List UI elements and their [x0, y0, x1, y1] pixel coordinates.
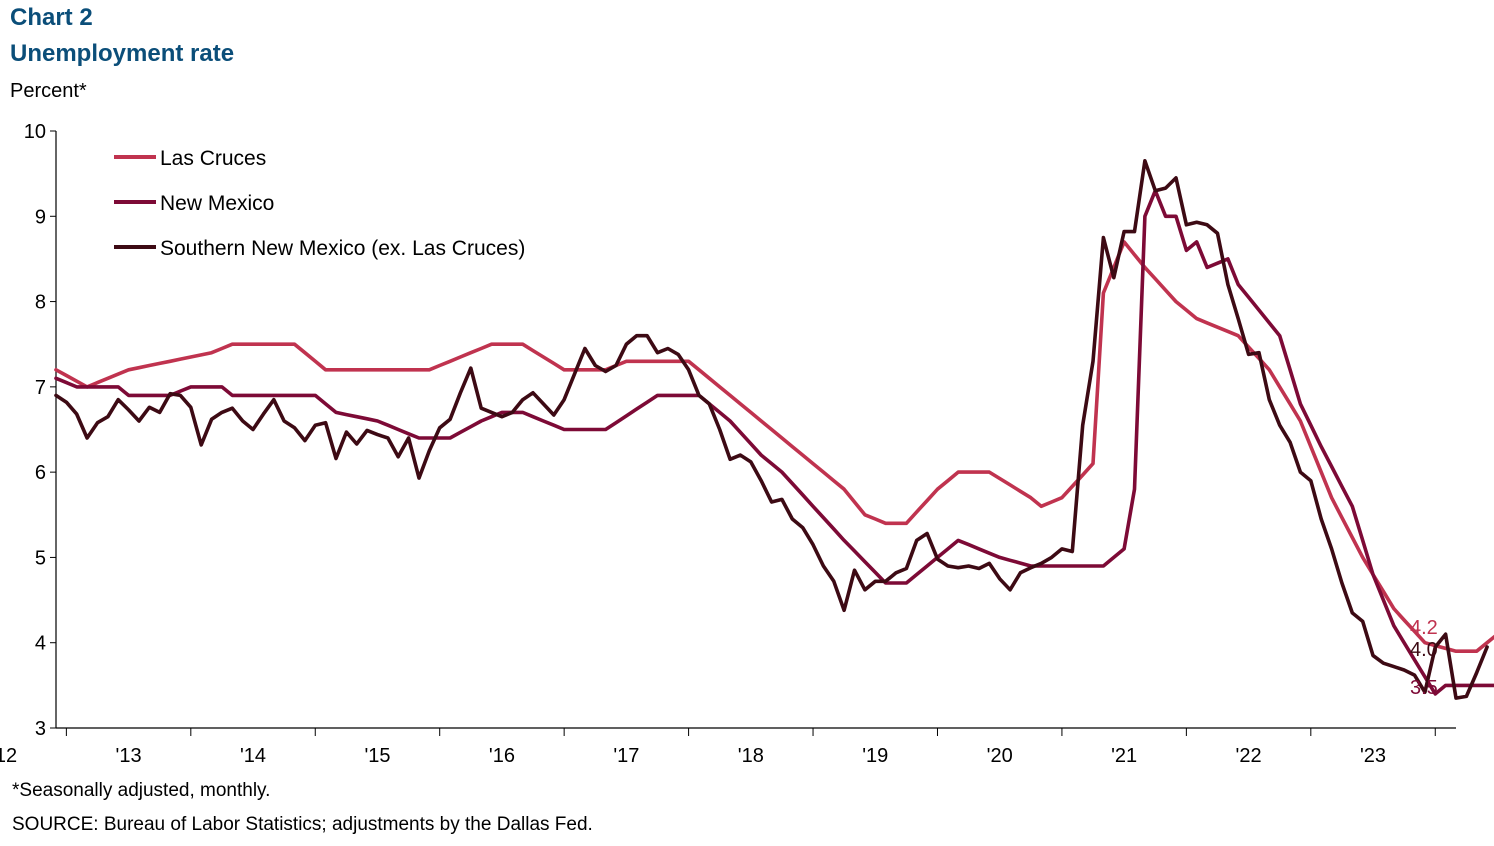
y-axis-label: Percent*	[10, 80, 87, 102]
end-labels: 4.24.0 3.5	[1410, 617, 1438, 699]
x-tick-label: '15	[364, 745, 390, 767]
x-tick-label: '12	[0, 745, 17, 767]
y-tick-label: 8	[35, 292, 46, 314]
x-tick-label: '18	[738, 745, 764, 767]
axes: 3 4 5 6 7 8 9 10 '12 '13 '14 '15 '16 '17 '18 '19 '20 '21 '…	[0, 121, 1456, 767]
y-tick-label: 10	[24, 121, 46, 143]
x-tick-label: '21	[1111, 745, 1137, 767]
x-tick-label: '23	[1360, 745, 1386, 767]
chart-title: Unemployment rate	[10, 40, 235, 67]
series-line-2	[54, 188, 1494, 696]
y-tick-label: 4	[35, 633, 46, 655]
legend-label: New Mexico	[160, 192, 274, 215]
source-note: SOURCE: Bureau of Labor Statistics; adju…	[12, 814, 593, 835]
x-tick-label: '17	[613, 745, 639, 767]
series-lines	[54, 159, 1494, 700]
end-label: 3.5	[1410, 677, 1438, 699]
x-tick-label: '13	[116, 745, 142, 767]
y-tick-label: 5	[35, 547, 46, 569]
legend-label: Southern New Mexico (ex. Las Cruces)	[160, 237, 525, 260]
y-tick-label: 6	[35, 462, 46, 484]
x-tick-label: '16	[489, 745, 515, 767]
y-tick-label: 9	[35, 206, 46, 228]
series-line-1	[54, 240, 1494, 653]
end-label: 4.0	[1410, 639, 1438, 661]
y-tick-label: 7	[35, 377, 46, 399]
y-tick-label: 3	[35, 718, 46, 740]
x-tick-label: '14	[240, 745, 266, 767]
end-label: 4.2	[1410, 617, 1438, 639]
x-tick-label: '20	[987, 745, 1013, 767]
legend: Las Cruces New Mexico Southern New Mexico …	[114, 147, 525, 260]
x-tick-label: '19	[862, 745, 888, 767]
legend-label: Las Cruces	[160, 147, 266, 170]
series-line-3	[54, 159, 1489, 700]
chart-label: Chart 2	[10, 4, 93, 31]
x-tick-label: '22	[1236, 745, 1262, 767]
footnote: *Seasonally adjusted, monthly.	[12, 780, 271, 801]
